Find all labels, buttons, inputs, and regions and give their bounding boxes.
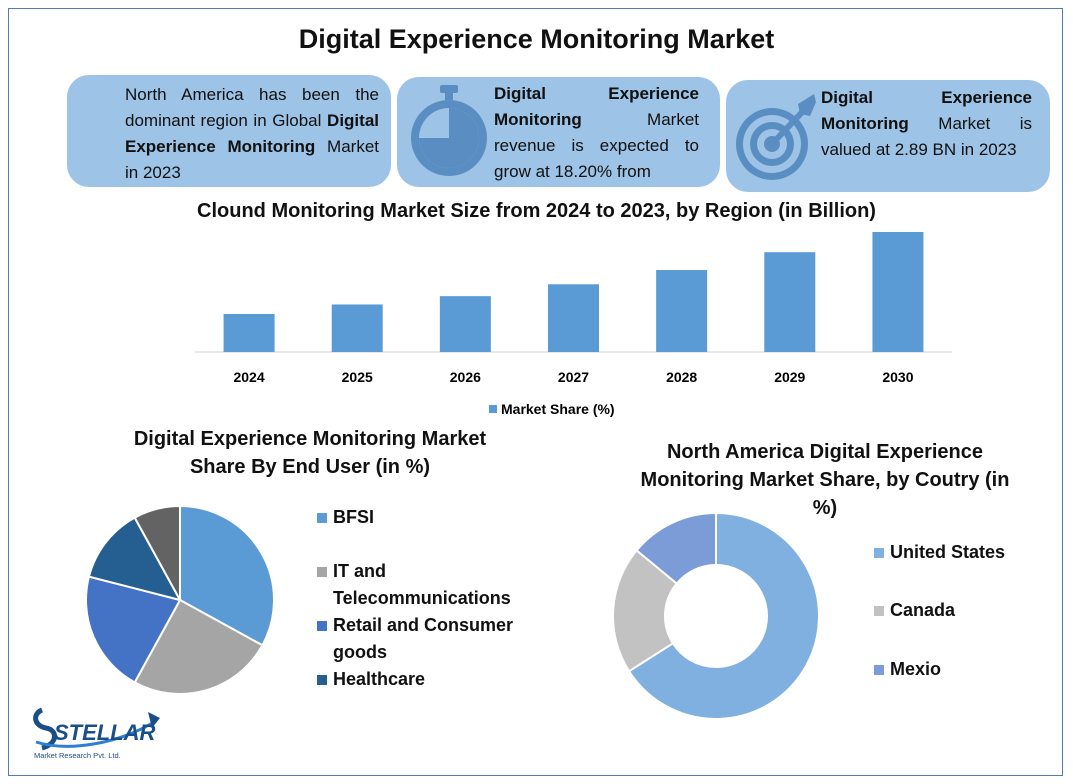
stopwatch-icon xyxy=(411,85,487,176)
legend-swatch xyxy=(874,665,884,675)
card-text-bold: Digital Experience Monitoring xyxy=(125,111,379,156)
x-tick-label: 2026 xyxy=(450,369,481,385)
pie-slice xyxy=(179,504,275,647)
legend-label: Market Share (%) xyxy=(501,401,615,417)
legend-label: Healthcare xyxy=(333,669,426,689)
x-tick-label: 2029 xyxy=(774,369,805,385)
info-card-growth: Digital Experience Monitoring Market rev… xyxy=(397,77,720,187)
x-tick-label: 2024 xyxy=(233,369,264,385)
legend-label: Canada xyxy=(890,600,956,620)
donut-slice xyxy=(612,548,679,673)
x-tick-label: 2027 xyxy=(558,369,589,385)
card-text-post: Market revenue is expected to grow at 18… xyxy=(494,110,699,181)
pie-slice xyxy=(85,575,182,684)
end-user-pie-chart xyxy=(85,504,275,695)
legend-label: BFSI xyxy=(333,507,375,527)
card-text-bold: Digital Experience Monitoring xyxy=(494,84,699,129)
info-card-valuation: Digital Experience Monitoring Market is … xyxy=(726,80,1050,192)
bar xyxy=(331,304,383,352)
info-card-text: Digital Experience Monitoring Market is … xyxy=(821,85,1032,163)
legend-swatch xyxy=(874,606,884,616)
legend-swatch xyxy=(317,513,327,523)
legend-swatch xyxy=(317,621,327,631)
svg-text:Market Research Pvt. Ltd.: Market Research Pvt. Ltd. xyxy=(34,751,121,760)
page-title: Digital Experience Monitoring Market xyxy=(298,24,775,54)
card-text-post: Market in 2023 xyxy=(125,137,379,182)
legend-swatch xyxy=(317,675,327,685)
x-tick-label: 2028 xyxy=(666,369,697,385)
stellar-logo: STELLAR Market Research Pvt. Ltd. xyxy=(33,707,160,760)
legend-swatch xyxy=(874,548,884,558)
donut-chart-title: North America Digital Experience Monitor… xyxy=(640,441,1010,519)
svg-text:STELLAR: STELLAR xyxy=(54,720,156,745)
donut-slice xyxy=(627,511,820,720)
info-card-text: Digital Experience Monitoring Market rev… xyxy=(494,81,699,185)
bar xyxy=(548,284,599,352)
x-tick-label: 2025 xyxy=(342,369,373,385)
bar xyxy=(872,232,924,352)
bar xyxy=(439,296,491,352)
legend-swatch xyxy=(317,567,327,577)
target-icon xyxy=(736,94,816,180)
legend-label: IT and Telecommunications xyxy=(333,561,511,608)
legend-label: United States xyxy=(890,542,1006,562)
pie-slice xyxy=(133,504,181,601)
card-text-bold: Digital Experience Monitoring xyxy=(821,88,1032,133)
bar xyxy=(223,313,275,352)
pie-slice xyxy=(87,516,182,602)
infographic-frame xyxy=(8,8,1063,776)
bar-chart-title: Clound Monitoring Market Size from 2024 … xyxy=(197,200,876,222)
bar xyxy=(764,252,816,352)
donut-slice xyxy=(635,511,717,585)
info-card-text: North America has been the dominant regi… xyxy=(125,82,379,186)
bar-chart: 2024 2025 2026 2027 2028 2029 2030 Market Share… xyxy=(195,232,952,417)
card-text-pre: North America has been the dominant regi… xyxy=(125,85,379,130)
pie-slice xyxy=(133,598,264,695)
card-text-post: Market is valued at 2.89 BN in 2023 xyxy=(821,114,1032,159)
pie-chart-title: Digital Experience Monitoring Market Sha… xyxy=(133,428,487,478)
legend-label: Mexio xyxy=(890,659,942,679)
bar xyxy=(656,270,708,352)
country-donut-chart xyxy=(612,511,820,720)
x-tick-label: 2030 xyxy=(882,369,913,385)
legend-swatch xyxy=(489,405,497,413)
legend-label: Retail and Consumer goods xyxy=(333,615,514,662)
info-card-region: North America has been the dominant regi… xyxy=(67,75,391,187)
